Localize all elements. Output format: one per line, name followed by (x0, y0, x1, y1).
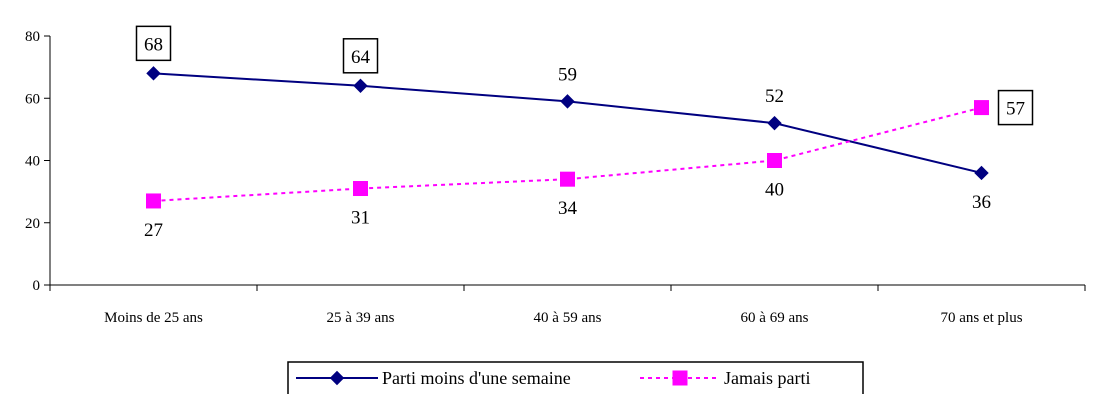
data-label: 64 (351, 47, 371, 68)
data-point (974, 100, 989, 116)
data-label: 36 (972, 192, 991, 213)
data-point (146, 193, 161, 209)
data-point (353, 78, 368, 94)
data-label: 40 (765, 180, 784, 201)
data-labels: 68 64 59 52 36 27 31 34 40 57 (135, 25, 1034, 241)
data-label: 27 (144, 220, 163, 241)
series-line (153, 106, 982, 202)
y-tick-label: 20 (25, 216, 40, 232)
data-label-box (997, 89, 1034, 126)
series-1 (146, 66, 989, 181)
data-point (560, 94, 575, 109)
legend: Parti moins d'une semaine Jamais parti (287, 361, 864, 394)
y-tick-label: 60 (25, 91, 40, 107)
legend-box (287, 361, 864, 394)
data-point (974, 165, 989, 181)
data-label: 52 (765, 86, 784, 107)
x-tick-label: 40 à 59 ans (534, 310, 602, 326)
data-point (560, 171, 575, 187)
legend-entry: Parti moins d'une semaine (296, 368, 571, 388)
data-label: 68 (144, 34, 163, 55)
data-label-box (342, 38, 379, 74)
data-label-box (135, 25, 172, 62)
x-tick-label: 25 à 39 ans (327, 310, 395, 326)
data-label: 34 (558, 198, 578, 219)
x-tick-label: Moins de 25 ans (104, 310, 203, 326)
legend-marker (672, 370, 688, 386)
data-label: 57 (1006, 99, 1025, 120)
x-tick-label: 70 ans et plus (940, 310, 1022, 326)
legend-label: Parti moins d'une semaine (382, 368, 571, 388)
data-point (353, 181, 368, 197)
legend-label: Jamais parti (724, 368, 810, 388)
x-tick-label: 60 à 69 ans (741, 310, 809, 326)
data-label: 59 (558, 64, 577, 85)
data-point (767, 153, 782, 168)
y-tick-label: 40 (25, 154, 40, 170)
legend-entry: Jamais parti (640, 368, 810, 388)
y-tick-label: 0 (33, 278, 41, 294)
legend-marker (329, 370, 345, 386)
y-tick-label: 80 (25, 29, 40, 45)
series-2 (146, 100, 989, 209)
axes: 0 20 40 60 80 Moins de 25 ans 25 à 39 ans 40 à … (25, 29, 1086, 326)
data-point (146, 66, 161, 81)
series-layer (146, 66, 989, 209)
data-point (767, 115, 782, 131)
series-line (153, 72, 982, 174)
data-label: 31 (351, 208, 370, 229)
